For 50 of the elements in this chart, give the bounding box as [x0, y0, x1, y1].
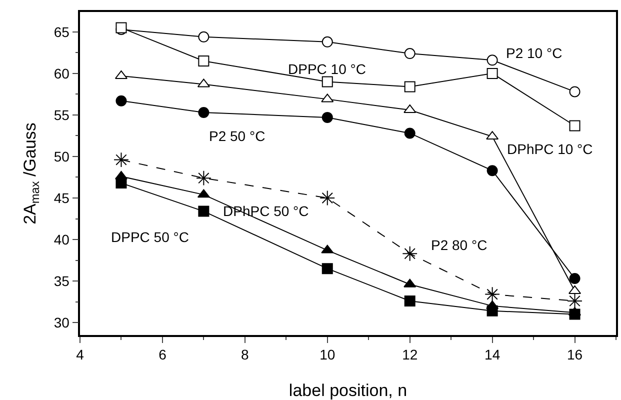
series-label: DPPC 50 °C [111, 229, 189, 245]
point [486, 305, 498, 316]
point [320, 190, 336, 206]
x-tick-label: 4 [76, 346, 84, 363]
point [198, 31, 210, 42]
point [569, 120, 580, 132]
point [569, 308, 580, 320]
point [486, 54, 498, 66]
y-tick-label: 65 [54, 24, 70, 40]
point [569, 273, 580, 284]
point [114, 152, 129, 168]
point [567, 293, 582, 309]
x-tick-label: 14 [484, 346, 500, 363]
series-label: DPPC 10 °C [288, 61, 366, 77]
series-label: P2 50 °C [209, 128, 266, 144]
point [486, 68, 498, 79]
point [404, 128, 416, 139]
point [322, 76, 333, 88]
y-tick-label: 50 [54, 148, 70, 164]
x-tick-label: 10 [320, 346, 336, 363]
y-tick-label: 35 [54, 272, 70, 289]
y-tick-label: 30 [54, 314, 70, 330]
x-tick-label: 12 [402, 346, 418, 363]
point [484, 286, 500, 302]
x-axis-title: label position, n [288, 381, 408, 400]
point [404, 81, 416, 92]
x-tick-label: 6 [158, 346, 167, 363]
point [198, 206, 210, 217]
point [198, 55, 210, 66]
point [569, 86, 580, 98]
point [116, 95, 127, 106]
point [402, 246, 418, 262]
y-tick-label: 45 [54, 190, 70, 206]
x-tick-label: 16 [566, 346, 583, 363]
point [486, 165, 498, 176]
y-tick-label: 60 [54, 65, 70, 82]
point [322, 263, 333, 274]
point [404, 295, 416, 306]
series-label: DPhPC 10 °C [507, 141, 593, 157]
point [322, 112, 333, 123]
point [196, 170, 212, 186]
point [322, 36, 333, 48]
y-tick-label: 40 [54, 231, 70, 248]
point [198, 106, 210, 118]
point [404, 48, 416, 60]
series-label: P2 80 °C [431, 237, 488, 253]
point [116, 178, 127, 189]
y-tick-label: 55 [54, 106, 70, 123]
series-label: P2 10 °C [506, 45, 562, 61]
x-tick-label: 8 [241, 346, 250, 363]
